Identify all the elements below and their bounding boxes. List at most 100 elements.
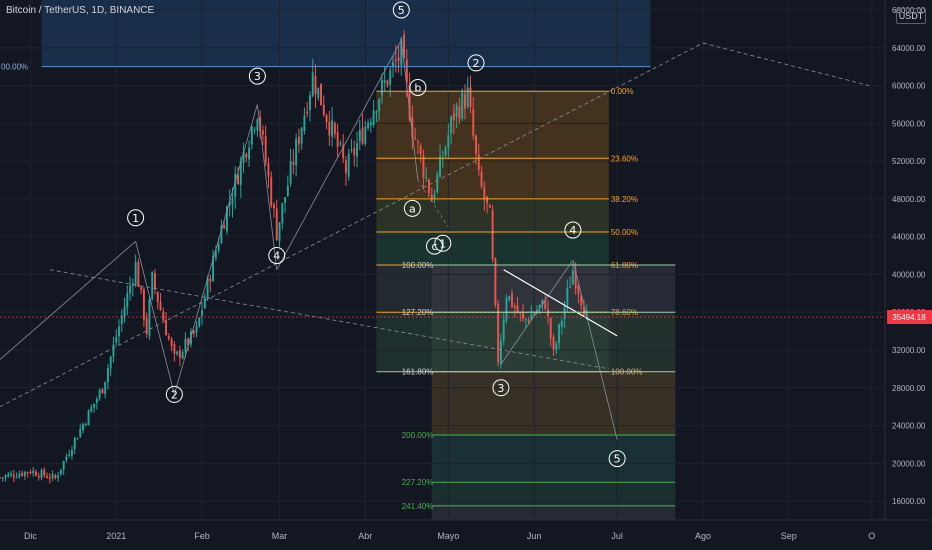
candle-body (90, 407, 93, 412)
candle-body (57, 475, 60, 479)
candle-body (259, 117, 262, 132)
fib-lower-label: 227.20% (402, 478, 434, 487)
wave-label-circle (608, 450, 626, 468)
fib-zone-lower (431, 482, 676, 506)
fib-upper-label: 0.00% (611, 87, 634, 96)
candle-body (461, 92, 464, 119)
candle-body (380, 79, 383, 96)
candle-body (436, 173, 439, 192)
wave-label-text: 1 (132, 212, 139, 225)
candle-body (400, 38, 403, 65)
wave-label-circle (403, 199, 421, 217)
candle-body (37, 475, 40, 478)
candle-body (198, 317, 201, 327)
wave-label: 5 (608, 450, 626, 468)
candle-body (209, 278, 212, 282)
candle-body (524, 318, 527, 321)
candle-body (192, 330, 195, 334)
fib-lower-label: 161.80% (402, 368, 434, 377)
x-tick-label: Mar (272, 531, 288, 541)
fib-zone-upper (376, 91, 609, 159)
candle-body (165, 319, 168, 336)
candle-body (292, 161, 295, 165)
wave-label-circle (392, 1, 410, 19)
wave-line (0, 241, 136, 360)
x-tick-label: Ago (695, 531, 711, 541)
candle-body (405, 59, 408, 83)
candle-body (256, 119, 259, 131)
candle-body (300, 128, 303, 144)
candle-body (32, 470, 35, 474)
candle-body (234, 173, 237, 197)
time-axis-bg (0, 520, 932, 550)
candle-body (486, 196, 489, 204)
candle-body (394, 60, 397, 62)
candle-body (480, 171, 483, 187)
candle-body (430, 194, 433, 202)
candle-body (516, 305, 519, 313)
candle-body (566, 287, 569, 305)
candle-body (281, 203, 284, 224)
wave-label: 3 (248, 67, 266, 85)
fib-zone-lower (431, 371, 676, 435)
candle-body (513, 305, 516, 308)
candle-body (264, 136, 267, 163)
last-price-badge (887, 309, 932, 324)
candle-body (458, 106, 461, 120)
x-tick-label: 2021 (106, 531, 126, 541)
wave-label-text: 3 (497, 382, 504, 395)
candle-body (444, 147, 447, 156)
wave-label-circle (409, 78, 427, 96)
candle-body (4, 475, 7, 478)
candle-body (48, 477, 51, 479)
wave-label-circle (248, 67, 266, 85)
currency-button[interactable]: USDT (896, 8, 926, 24)
y-tick-label: 32000.00 (892, 346, 926, 355)
candle-body (414, 137, 417, 139)
candle-body (104, 381, 107, 395)
candle-body (129, 285, 132, 294)
candle-body (552, 337, 555, 350)
wave-label: 4 (268, 247, 286, 265)
candle-body (84, 423, 87, 425)
candle-body (79, 428, 82, 438)
fib-top-label: 00.00% (1, 63, 28, 72)
candle-body (367, 122, 370, 129)
candle-body (40, 470, 43, 478)
candle-body (308, 95, 311, 110)
candle-body (303, 115, 306, 132)
wave-label-text: b (414, 81, 421, 94)
candle-body (170, 338, 173, 346)
candle-body (181, 352, 184, 359)
candle-body (195, 325, 198, 333)
wave-label-circle (426, 237, 443, 255)
candle-body (425, 177, 428, 179)
y-tick-label: 60000.00 (892, 82, 926, 91)
candle-body (378, 99, 381, 112)
wave-line (400, 40, 419, 181)
candle-body (43, 469, 46, 476)
candle-body (93, 403, 96, 408)
fib-lower-label: 100.00% (402, 261, 434, 270)
candle-body (278, 222, 281, 242)
candle-body (250, 126, 253, 145)
candle-body (51, 473, 54, 478)
candle-body (538, 305, 541, 309)
candle-body (46, 476, 49, 478)
candle-body (358, 129, 361, 142)
candle-body (1, 477, 4, 479)
candle-body (82, 424, 84, 431)
candle-body (10, 473, 13, 476)
fib-levels: 0.00%23.60%38.20%50.00%61.80%78.60%100.0… (1, 63, 676, 511)
candle-body (201, 310, 203, 316)
last-price-label: 35494.18 (892, 313, 926, 322)
candle-body (483, 187, 486, 200)
wave-label: 4 (564, 221, 582, 239)
trendline-dashed (0, 42, 704, 408)
candle-body (275, 208, 278, 241)
candle-body (87, 410, 90, 426)
candle-body (70, 450, 73, 456)
fib-zone-lower (431, 435, 676, 483)
